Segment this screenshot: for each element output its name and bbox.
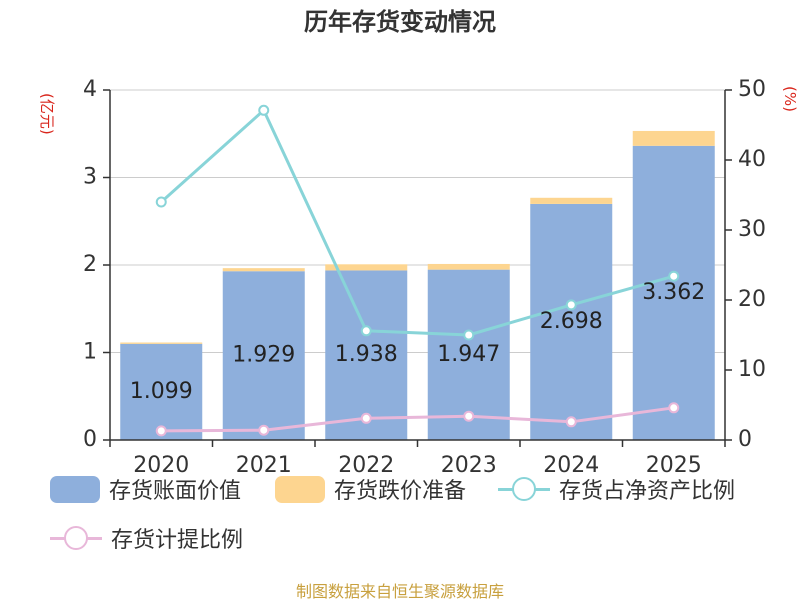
point-net-asset-ratio-2023 bbox=[463, 329, 475, 341]
legend-item-book-value[interactable]: 存货账面价值 bbox=[50, 474, 241, 504]
x-axis-tick-label: 2025 bbox=[646, 453, 702, 478]
x-axis-tick-label: 2023 bbox=[441, 453, 497, 478]
legend-label-impairment-reserve: 存货跌价准备 bbox=[334, 479, 467, 504]
x-axis-tick-label: 2024 bbox=[543, 453, 599, 478]
bar-impairment-reserve-2025 bbox=[632, 130, 715, 146]
line-layer bbox=[160, 108, 675, 433]
right-axis-tick-label: 50 bbox=[738, 77, 766, 102]
point-provision-ratio-2022 bbox=[360, 412, 372, 424]
line-net-asset-ratio bbox=[160, 108, 675, 337]
legend-swatch-provision-ratio bbox=[50, 525, 102, 551]
bar-book-value-2021 bbox=[222, 271, 305, 440]
bar-book-value-2022 bbox=[325, 270, 408, 440]
legend-marker-net-asset-ratio bbox=[512, 477, 536, 501]
legend-swatch-net-asset-ratio bbox=[498, 476, 550, 502]
legend-swatch-book-value bbox=[50, 475, 100, 503]
point-net-asset-ratio-2024 bbox=[565, 299, 577, 311]
point-provision-ratio-2024 bbox=[565, 416, 577, 428]
data-label-2024: 2.698 bbox=[540, 309, 603, 334]
left-axis-tick-label: 0 bbox=[83, 427, 97, 452]
point-provision-ratio-2025 bbox=[668, 402, 680, 414]
data-label-layer: 1.099 1.929 1.938 1.947 2.698 3.362 bbox=[130, 280, 705, 404]
left-axis-tick-label: 1 bbox=[83, 340, 97, 365]
point-net-asset-ratio-2021 bbox=[258, 104, 270, 116]
point-net-asset-ratio-2020 bbox=[155, 196, 167, 208]
bar-book-value-2025 bbox=[632, 145, 715, 440]
legend-label-book-value: 存货账面价值 bbox=[109, 479, 242, 504]
legend-item-provision-ratio[interactable]: 存货计提比例 bbox=[50, 523, 243, 553]
right-axis-tick-label: 20 bbox=[738, 287, 766, 312]
chart-title: 历年存货变动情况 bbox=[304, 8, 496, 36]
right-axis-tick-label: 30 bbox=[738, 217, 766, 242]
legend-label-provision-ratio: 存货计提比例 bbox=[111, 528, 244, 553]
right-axis-tick-label: 0 bbox=[738, 427, 752, 452]
bar-impairment-reserve-2024 bbox=[530, 197, 613, 204]
x-axis-tick-label: 2022 bbox=[338, 453, 394, 478]
source-note: 制图数据来自恒生聚源数据库 bbox=[295, 582, 504, 601]
legend-swatch-impairment-reserve bbox=[275, 475, 325, 503]
point-layer bbox=[155, 104, 680, 437]
bar-layer bbox=[120, 130, 715, 440]
data-label-2022: 1.938 bbox=[335, 342, 398, 367]
right-axis-tick-label: 10 bbox=[738, 357, 766, 382]
left-axis-title: (亿元) bbox=[38, 93, 56, 135]
left-axis-tick-label: 3 bbox=[83, 165, 97, 190]
bar-book-value-2024 bbox=[530, 203, 613, 440]
gridlines bbox=[110, 89, 725, 353]
data-label-2025: 3.362 bbox=[642, 280, 705, 305]
bar-impairment-reserve-2021 bbox=[222, 268, 305, 272]
axes bbox=[103, 89, 732, 447]
right-axis-title: (%) bbox=[781, 86, 799, 112]
point-net-asset-ratio-2022 bbox=[360, 325, 372, 337]
bar-impairment-reserve-2020 bbox=[120, 342, 203, 344]
legend-marker-provision-ratio bbox=[64, 526, 88, 550]
x-axis-tick-label: 2020 bbox=[133, 453, 189, 478]
left-axis-tick-label: 2 bbox=[83, 252, 97, 277]
point-net-asset-ratio-2025 bbox=[668, 270, 680, 282]
data-label-2021: 1.929 bbox=[232, 343, 295, 368]
bar-impairment-reserve-2022 bbox=[325, 264, 408, 271]
left-axis-tick-label: 4 bbox=[83, 77, 97, 102]
legend-item-impairment-reserve[interactable]: 存货跌价准备 bbox=[275, 474, 466, 504]
data-label-2023: 1.947 bbox=[437, 342, 500, 367]
data-label-2020: 1.099 bbox=[130, 379, 193, 404]
legend-label-net-asset-ratio: 存货占净资产比例 bbox=[559, 479, 736, 504]
point-provision-ratio-2020 bbox=[155, 425, 167, 437]
bar-impairment-reserve-2023 bbox=[427, 263, 510, 270]
right-axis-tick-label: 40 bbox=[738, 147, 766, 172]
point-provision-ratio-2023 bbox=[463, 410, 475, 422]
line-provision-ratio bbox=[161, 406, 674, 433]
legend-item-net-asset-ratio[interactable]: 存货占净资产比例 bbox=[498, 474, 735, 504]
x-axis-tick-label: 2021 bbox=[236, 453, 292, 478]
point-provision-ratio-2021 bbox=[258, 424, 270, 436]
bar-book-value-2020 bbox=[120, 343, 203, 440]
